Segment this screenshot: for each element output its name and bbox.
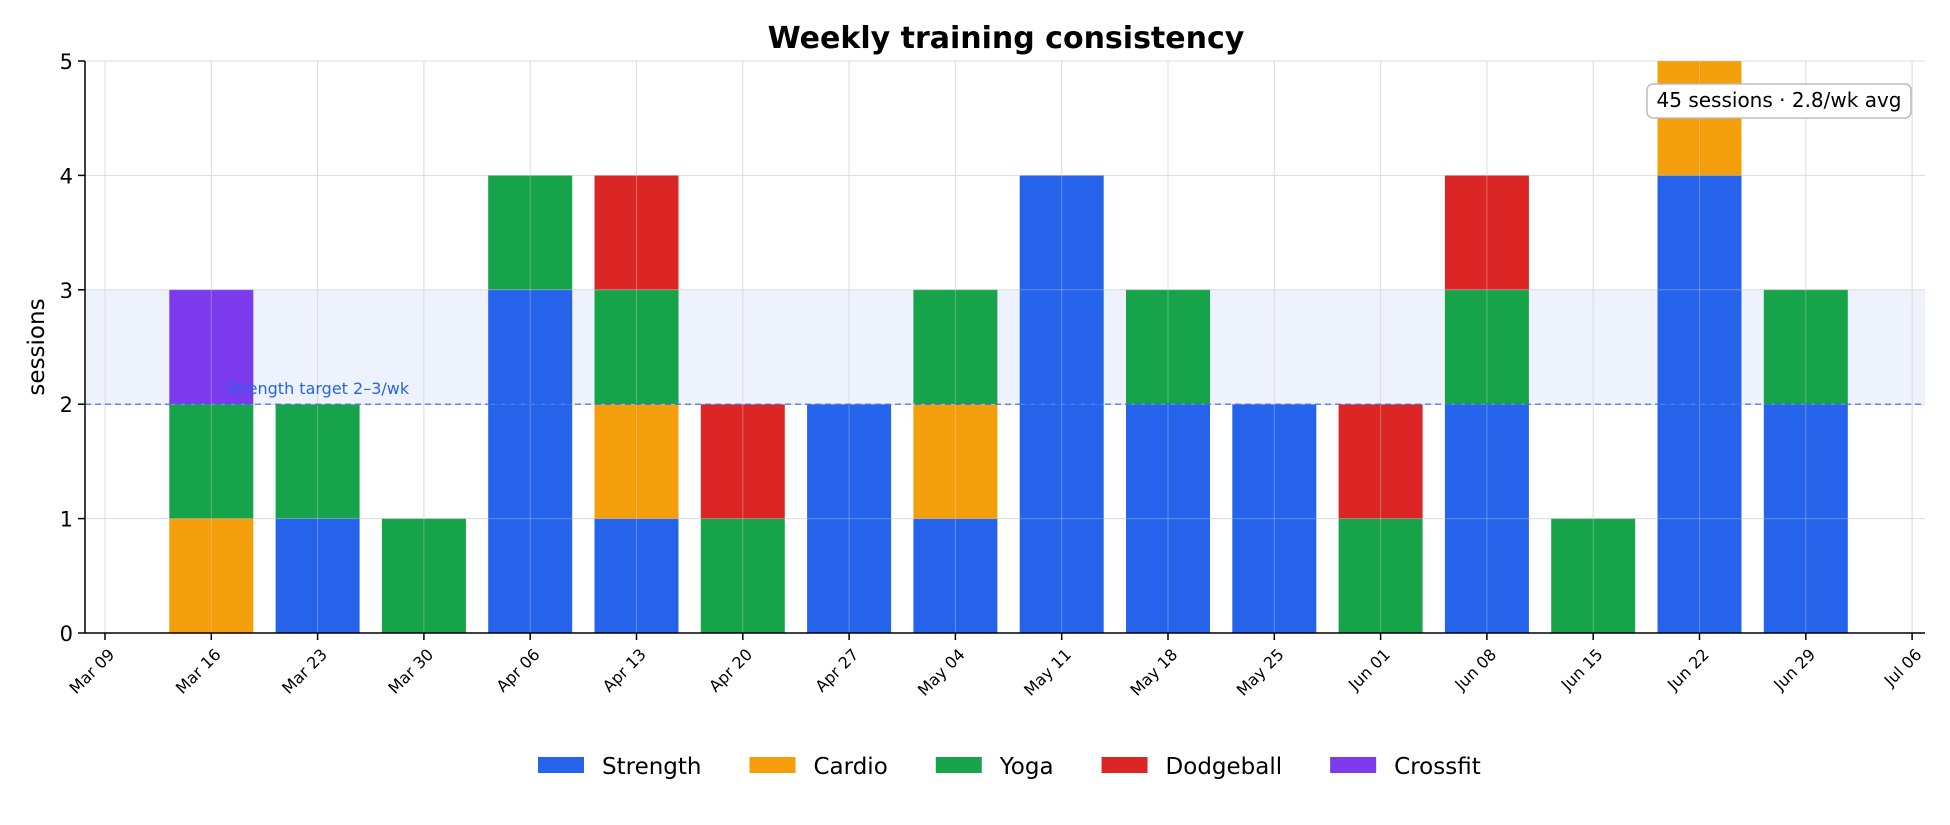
x-tick-label: Mar 09 (66, 645, 119, 698)
x-tick-label: Jun 15 (1557, 645, 1607, 695)
x-tick-label: Jun 08 (1450, 645, 1500, 695)
chart-title: Weekly training consistency (768, 21, 1245, 56)
y-tick-label: 3 (60, 279, 73, 303)
x-tick-label: Apr 13 (599, 645, 650, 696)
bar-segment-yoga (381, 518, 466, 633)
bar-segment-strength (594, 518, 679, 633)
x-tick-label: May 18 (1126, 645, 1181, 700)
legend-label-dodgeball: Dodgeball (1166, 754, 1283, 780)
bar-segment-strength (488, 289, 573, 633)
summary-annotation: 45 sessions · 2.8/wk avg (1646, 83, 1912, 119)
bar-segment-yoga (1338, 518, 1423, 633)
summary-box (1646, 83, 1912, 119)
legend-swatch-yoga (935, 757, 982, 773)
x-tick-label: Apr 20 (705, 645, 756, 696)
bar-segment-crossfit (169, 289, 254, 405)
legend-swatch-crossfit (1330, 757, 1377, 773)
legend-swatch-strength (538, 757, 584, 773)
x-tick-label: Jun 22 (1663, 645, 1713, 695)
y-tick-layer: 0 1 2 3 4 5 (60, 50, 85, 646)
legend-swatch-dodgeball (1101, 757, 1148, 773)
legend-swatch-cardio (749, 757, 796, 773)
x-tick-layer: Mar 09 Mar 16 Mar 23 Mar 30 Apr 06 Apr 13 Apr … (66, 633, 1926, 700)
bar-segment-strength (1126, 404, 1210, 633)
y-axis-label: sessions (24, 298, 50, 395)
x-tick-label: Apr 27 (811, 645, 862, 696)
x-tick-label: Mar 30 (384, 645, 437, 698)
y-tick-label: 0 (60, 622, 73, 646)
bar-segment-yoga (913, 289, 998, 405)
x-tick-label: Apr 06 (493, 645, 544, 696)
y-tick-label: 1 (60, 508, 73, 532)
bar-segment-yoga (169, 404, 254, 519)
bar-segment-strength (1232, 404, 1317, 633)
target-band (85, 289, 1925, 405)
bar-segment-yoga (594, 289, 679, 405)
y-tick-label: 5 (60, 50, 73, 74)
legend-label-strength: Strength (602, 754, 702, 780)
bar-segment-dodgeball (700, 404, 785, 519)
x-tick-label: Jun 01 (1344, 645, 1394, 695)
bar-segment-yoga (488, 175, 573, 290)
bar-segment-yoga (1126, 289, 1210, 405)
bar-segment-yoga (1763, 289, 1848, 405)
bar-segment-strength (275, 518, 360, 633)
x-tick-label: May 25 (1233, 645, 1288, 700)
legend-label-yoga: Yoga (999, 754, 1054, 780)
target-band-layer (85, 289, 1925, 405)
legend-label-crossfit: Crossfit (1394, 754, 1481, 780)
x-tick-label: May 11 (1020, 645, 1075, 700)
bar-segment-yoga (275, 404, 360, 519)
axis-layer (84, 61, 1925, 634)
legend-label-cardio: Cardio (814, 754, 888, 780)
bar-segment-cardio (169, 518, 254, 633)
summary-text: 45 sessions · 2.8/wk avg (1657, 88, 1902, 112)
bar-segment-cardio (913, 404, 998, 519)
x-tick-label: Mar 23 (278, 645, 331, 698)
x-tick-label: Jun 29 (1769, 645, 1819, 695)
bar-segment-strength (1763, 404, 1848, 633)
bar-segment-strength (1444, 404, 1529, 633)
bar-segment-dodgeball (1444, 175, 1529, 290)
y-tick-label: 4 (60, 164, 73, 188)
bar-segment-dodgeball (594, 175, 679, 290)
bar-segment-yoga (1444, 289, 1529, 405)
bar-segment-yoga (1551, 518, 1636, 633)
bar-segment-yoga (700, 518, 785, 633)
x-tick-label: May 04 (914, 645, 969, 700)
y-tick-label: 2 (60, 393, 73, 417)
target-line-layer: Strength target 2–3/wk (85, 379, 1925, 405)
bar-segment-strength (807, 404, 892, 633)
x-tick-label: Mar 16 (172, 645, 225, 698)
legend: Strength Cardio Yoga Dodgeball Crossfit (538, 754, 1481, 780)
x-tick-label: Jul 06 (1880, 645, 1926, 691)
bar-segment-cardio (594, 404, 679, 519)
target-label: Strength target 2–3/wk (225, 379, 410, 398)
bar-segment-dodgeball (1338, 404, 1423, 519)
bar-segment-strength (913, 518, 998, 633)
